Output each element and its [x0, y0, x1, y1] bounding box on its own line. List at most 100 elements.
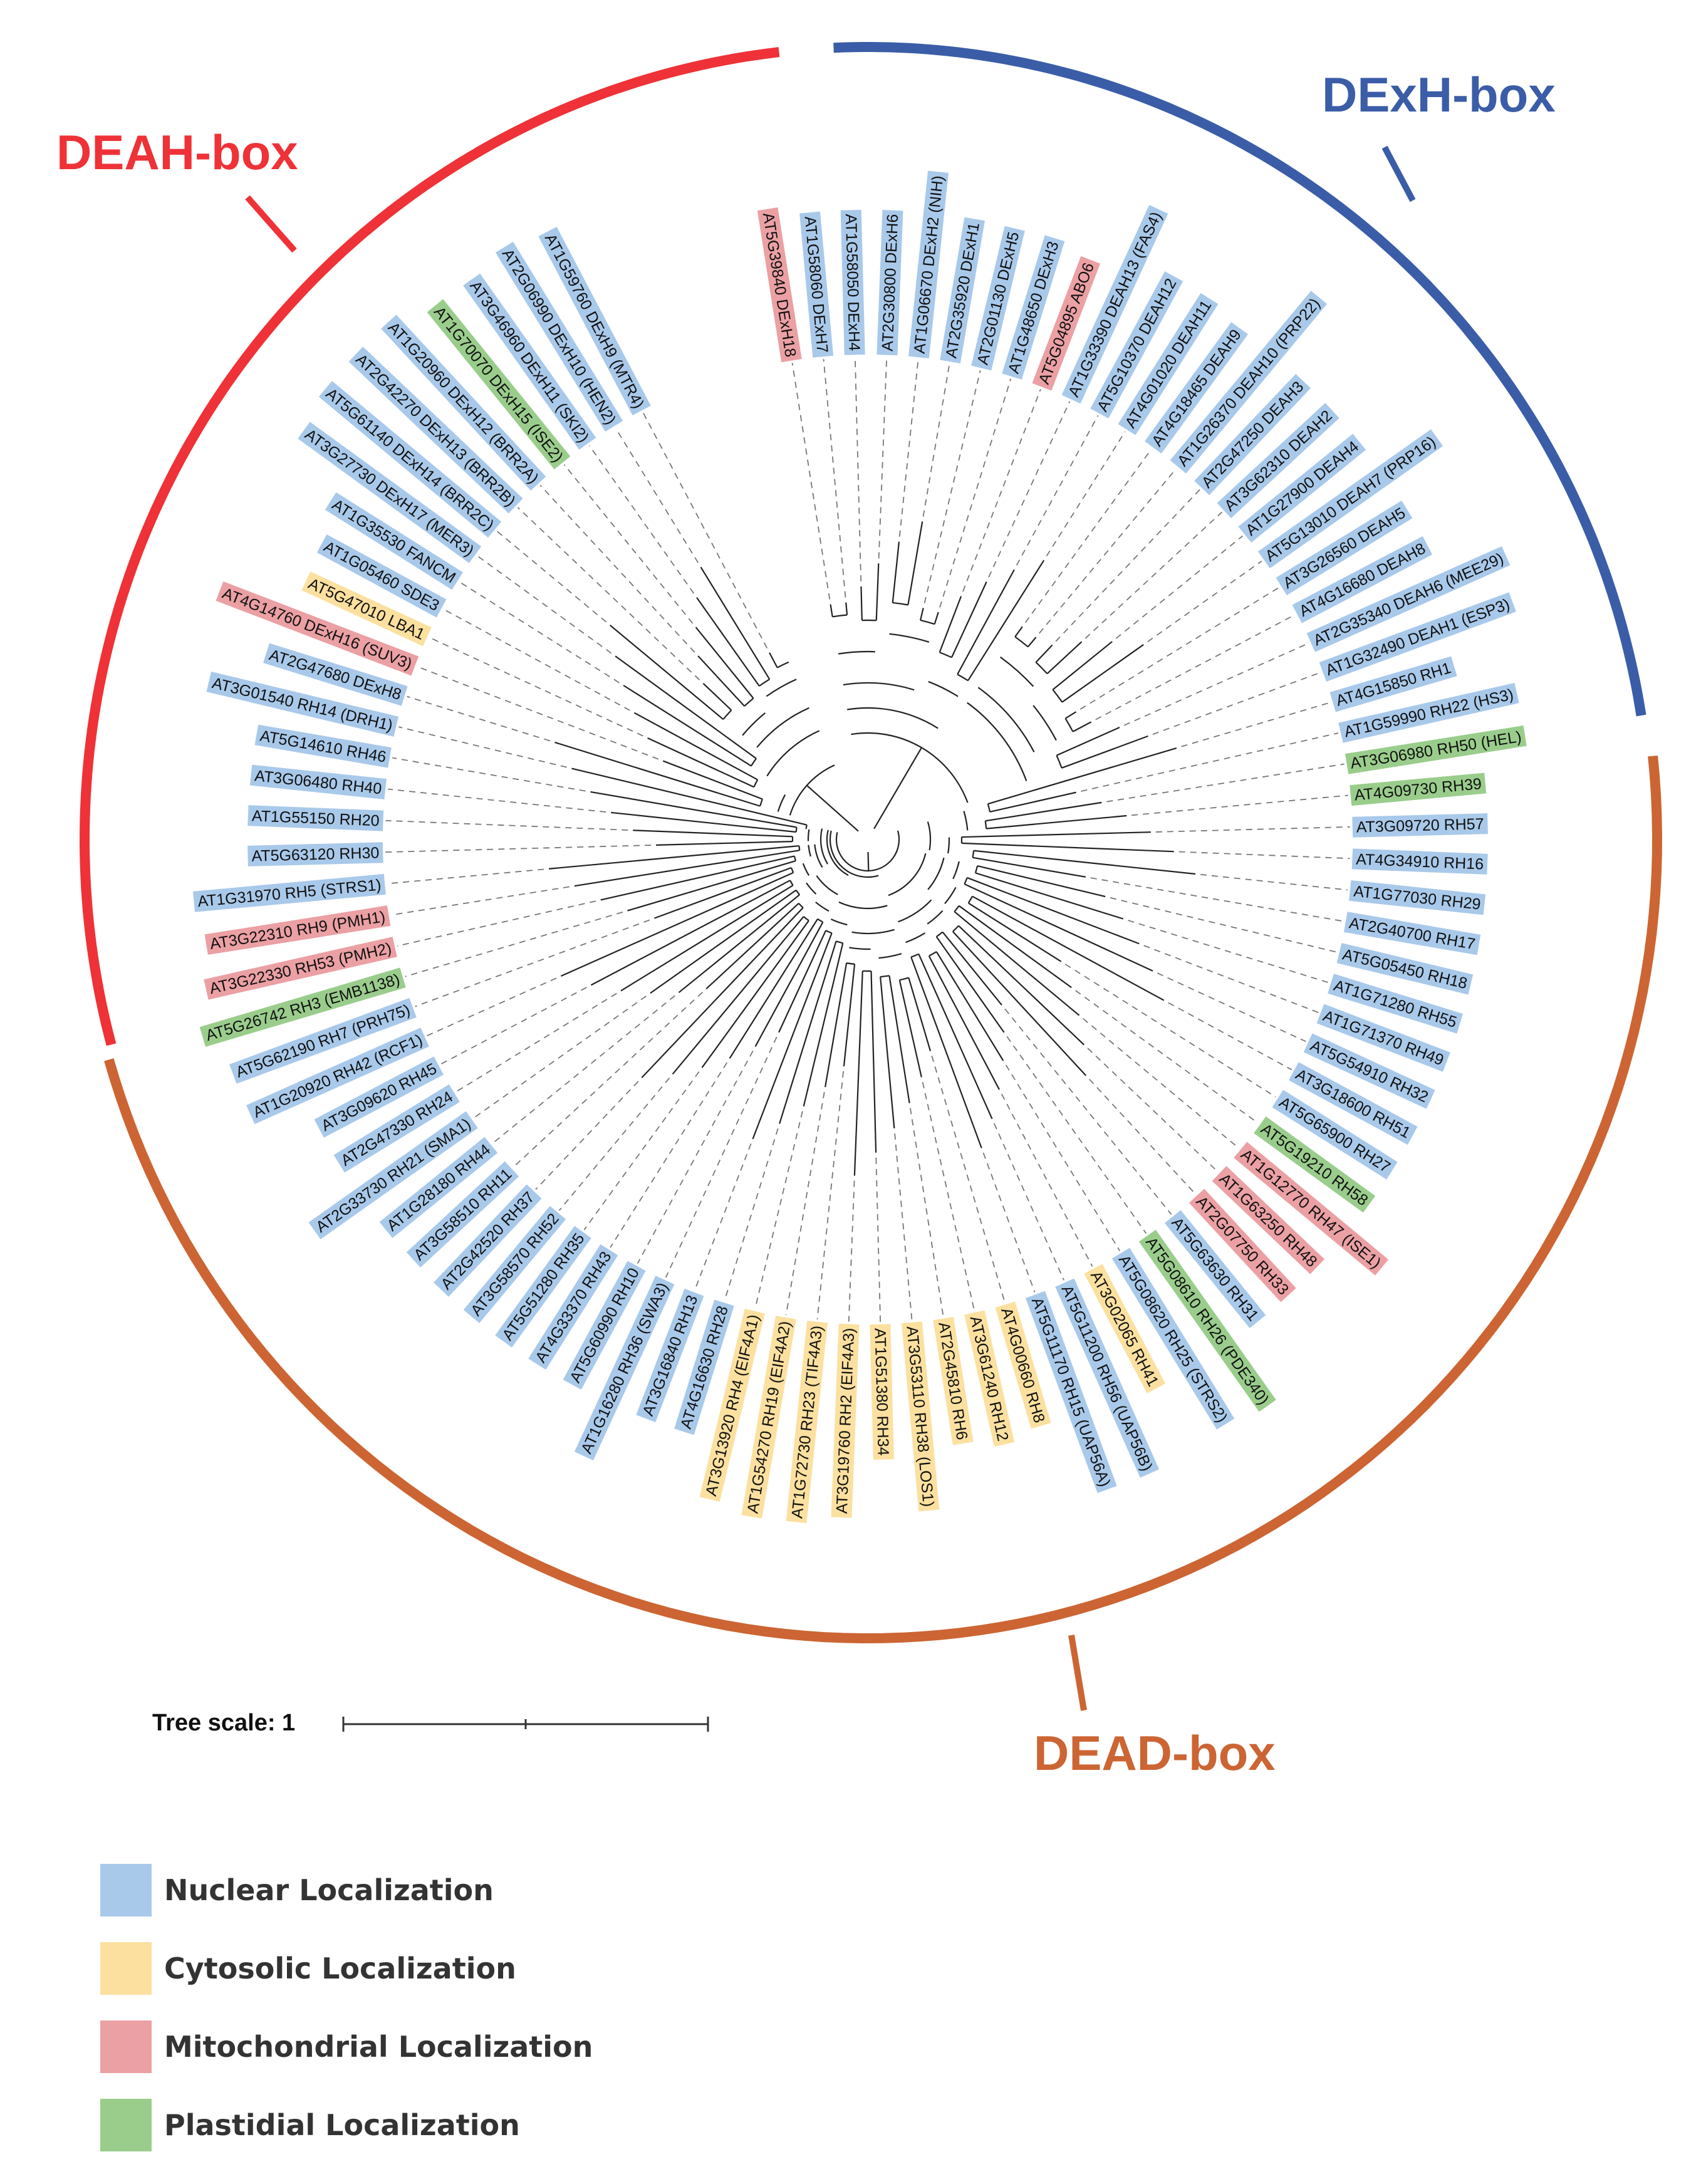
tree-leaf-branch [672, 916, 804, 1075]
leaf-label-highlight [1329, 656, 1457, 712]
leaf-connector [1016, 415, 1099, 566]
leaf-label-highlight [1350, 772, 1487, 806]
tree-clade-arc [888, 853, 927, 897]
tree-leaf-branch [549, 845, 799, 870]
leaf-connector [637, 1051, 754, 1264]
leaf-label-highlight [877, 210, 903, 356]
tree-leaf-branch [620, 885, 794, 992]
tree-clade-arc [806, 882, 817, 895]
leaf-connector [785, 1091, 825, 1316]
leaf-connector [1115, 535, 1243, 639]
dead-box-label: DEAD-box [1034, 1725, 1276, 1781]
leaf-connector [1200, 873, 1348, 891]
tree-leaf-branch [1064, 711, 1077, 719]
tree-clade-arc [954, 905, 960, 912]
leaf-label-highlight [254, 724, 392, 768]
tree-clade-arc [803, 916, 809, 922]
tree-clade-arc [889, 633, 930, 643]
leaf-connector [1147, 560, 1262, 643]
tree-clade-arc [829, 830, 879, 878]
tree-leaf-branch [977, 865, 1106, 898]
leaf-label-highlight [1289, 1062, 1418, 1145]
leaf-label-highlight [298, 422, 482, 563]
leaf-connector [583, 1071, 700, 1230]
leaf-label-text: AT1G06670 DExH2 (NIH) [911, 175, 947, 355]
tree-leaf-branch [700, 566, 771, 680]
tree-clade-arc [836, 940, 843, 944]
legend-item-plastidial: Plastidial Localization [100, 2099, 593, 2151]
tree-leaf-branch [752, 932, 833, 1140]
leaf-labels: AT5G39840 DExH18 AT1G58060 DExH7 AT1G58050… [192, 170, 1527, 1524]
leaf-label: AT5G39840 DExH18 [757, 207, 802, 363]
leaf-label-text: AT1G58050 DExH4 [842, 214, 863, 351]
tree-leaf-branch [950, 581, 987, 658]
legend-item-nuclear: Nuclear Localization [100, 1864, 593, 1916]
leaf-connector [1001, 1093, 1093, 1267]
tree-leaf-branch [958, 925, 1085, 1046]
leaf-connector [1128, 920, 1329, 984]
leaf-connector [898, 360, 919, 537]
leaf-label-highlight [1194, 373, 1311, 496]
tree-clade-arc [789, 880, 794, 886]
tree-leaf-branch [985, 801, 1102, 822]
tree-leaf-branch [574, 850, 800, 887]
tree-clade-arc [753, 779, 759, 788]
tree-leaf-branch [697, 655, 745, 707]
tree-clade-arc [766, 679, 797, 697]
leaf-label: AT1G06670 DExH2 (NIH) [908, 170, 949, 359]
leaf-label-text: AT1G51380 RH34 [871, 1328, 892, 1456]
tree-clade-arc [910, 953, 919, 958]
dead-box-callout [1068, 1635, 1087, 1711]
tree-clade-arc [936, 931, 944, 938]
tree-leaf-branch [656, 841, 793, 846]
leaf-label: AT1G77030 RH29 [1348, 880, 1486, 915]
tree-clade-arc [987, 803, 991, 813]
tree-leaf-branch [650, 889, 797, 994]
leaf-label-highlight [964, 1310, 1015, 1447]
tree-leaf-branch [702, 683, 732, 711]
leaf-label-highlight [495, 241, 623, 432]
leaf-label-highlight [1303, 1033, 1435, 1109]
leaf-label-highlight [406, 1161, 519, 1268]
leaf-label-highlight [1145, 322, 1248, 454]
tree-clade-arc [835, 830, 900, 872]
tree-clade-arc [851, 732, 969, 803]
leaf-label-highlight [204, 905, 391, 955]
tree-leaf-branch [641, 907, 804, 1078]
tree-leaf-branch [967, 559, 1045, 681]
leaf-connector [427, 977, 557, 1037]
leaf-connector [473, 996, 647, 1119]
tree-leaf-branch [662, 760, 763, 800]
tree-clade-arc [819, 828, 828, 865]
tree-leaf-branch [678, 894, 800, 994]
leaf-connector [1157, 972, 1306, 1043]
leaf-label-highlight [434, 1184, 542, 1297]
leaf-connector [1087, 1048, 1219, 1172]
leaf-label-highlight [1055, 1278, 1160, 1478]
tree-clade-arc [927, 821, 932, 851]
tree-clade-arc [843, 682, 915, 691]
tree-leaf-branch [843, 964, 856, 1067]
tree-leaf-branch [611, 811, 796, 833]
leaf-connector [558, 1078, 670, 1211]
tree-clade-arc [878, 953, 902, 959]
leaf-connector [1106, 763, 1345, 803]
tree-clade-arc [1014, 636, 1029, 648]
tree-leaf-branch [647, 737, 754, 788]
tree-clade-arc [807, 829, 810, 841]
leaf-connector [1110, 897, 1337, 953]
tree-leaf-branch [623, 685, 752, 767]
leaf-connector [1064, 964, 1276, 1098]
tree-clade-arc [905, 932, 926, 944]
tree-leaf-branch [853, 970, 863, 1176]
leaf-label-highlight [933, 1316, 974, 1445]
leaf-connector [694, 1143, 752, 1291]
leaf-connector [854, 357, 862, 582]
leaf-label-highlight [1138, 1229, 1276, 1412]
tree-branch [873, 747, 922, 829]
leaf-label-highlight [463, 273, 596, 450]
leaf-label-highlight [636, 1288, 704, 1423]
leaf-label-highlight [741, 1316, 796, 1519]
leaf-label-highlight [1090, 271, 1183, 419]
tree-clade-arc [1033, 705, 1057, 741]
